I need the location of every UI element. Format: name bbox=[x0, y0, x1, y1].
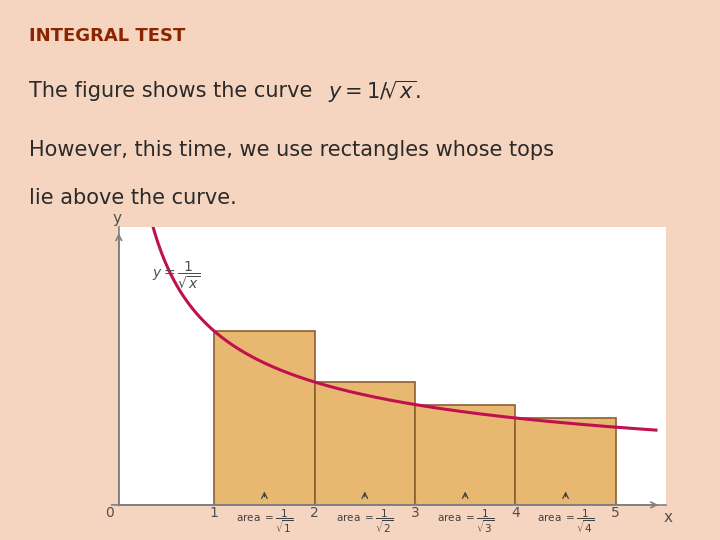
Text: However, this time, we use rectangles whose tops: However, this time, we use rectangles wh… bbox=[29, 140, 554, 160]
Text: x: x bbox=[664, 510, 673, 524]
Bar bbox=[516, 418, 616, 505]
Text: 1: 1 bbox=[210, 506, 219, 520]
Text: The figure shows the curve: The figure shows the curve bbox=[29, 82, 319, 102]
Text: 2: 2 bbox=[310, 506, 319, 520]
Text: INTEGRAL TEST: INTEGRAL TEST bbox=[29, 26, 185, 45]
Text: area $= \dfrac{1}{\sqrt{1}}$: area $= \dfrac{1}{\sqrt{1}}$ bbox=[236, 507, 293, 535]
Text: area $= \dfrac{1}{\sqrt{3}}$: area $= \dfrac{1}{\sqrt{3}}$ bbox=[436, 507, 494, 535]
Bar bbox=[315, 382, 415, 505]
Text: y: y bbox=[112, 211, 121, 226]
Text: 4: 4 bbox=[511, 506, 520, 520]
Text: 0: 0 bbox=[105, 506, 114, 520]
Text: area $= \dfrac{1}{\sqrt{4}}$: area $= \dfrac{1}{\sqrt{4}}$ bbox=[537, 507, 594, 535]
Bar bbox=[415, 404, 516, 505]
Text: $y = 1/\!\sqrt{x}$.: $y = 1/\!\sqrt{x}$. bbox=[328, 78, 420, 105]
Text: 3: 3 bbox=[410, 506, 419, 520]
Text: area $= \dfrac{1}{\sqrt{2}}$: area $= \dfrac{1}{\sqrt{2}}$ bbox=[336, 507, 393, 535]
Text: 5: 5 bbox=[611, 506, 620, 520]
Text: lie above the curve.: lie above the curve. bbox=[29, 188, 237, 208]
Bar bbox=[214, 331, 315, 505]
Text: $y = \dfrac{1}{\sqrt{x}}$: $y = \dfrac{1}{\sqrt{x}}$ bbox=[152, 260, 200, 291]
